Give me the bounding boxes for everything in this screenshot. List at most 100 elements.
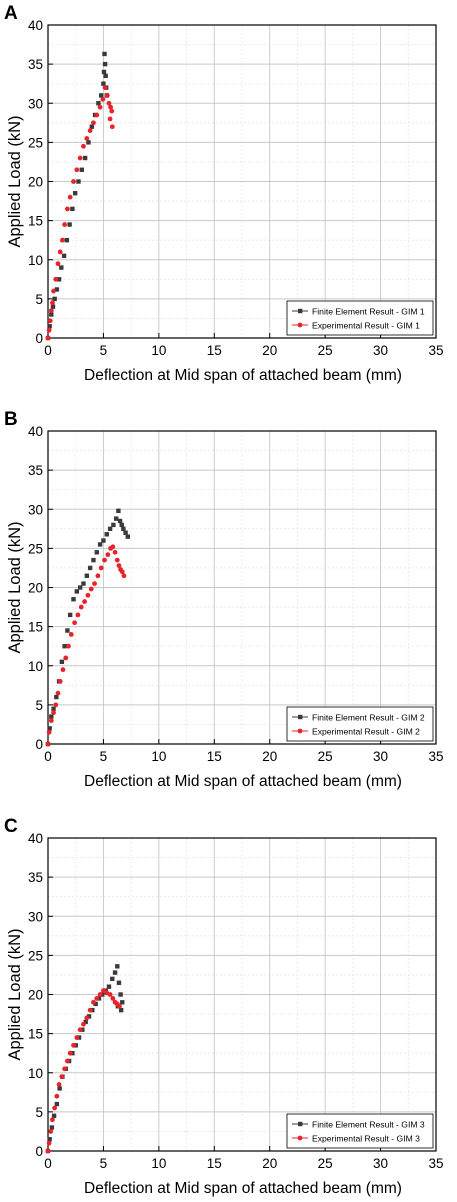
x-tick-label: 20 bbox=[262, 1156, 277, 1171]
data-point bbox=[45, 741, 51, 747]
data-point bbox=[57, 1086, 62, 1091]
legend-label: Experimental Result - GIM 1 bbox=[312, 321, 420, 331]
data-point bbox=[77, 155, 83, 161]
y-axis-title: Applied Load (kN) bbox=[6, 521, 24, 653]
data-point bbox=[65, 628, 70, 633]
data-point bbox=[86, 1014, 92, 1019]
data-point bbox=[48, 1129, 54, 1134]
x-tick-label: 5 bbox=[100, 343, 108, 358]
data-point bbox=[63, 655, 69, 661]
data-point bbox=[47, 1137, 52, 1142]
x-tick-label: 25 bbox=[318, 749, 333, 764]
data-point bbox=[119, 522, 124, 528]
x-tick-label: 30 bbox=[373, 749, 388, 764]
data-point bbox=[84, 1015, 90, 1021]
data-point bbox=[87, 565, 93, 571]
data-point bbox=[91, 999, 96, 1005]
data-point bbox=[115, 964, 120, 969]
data-point bbox=[77, 585, 83, 590]
data-point bbox=[82, 599, 87, 604]
y-tick-label: 35 bbox=[28, 463, 43, 478]
y-tick-label: 40 bbox=[28, 831, 43, 846]
data-point bbox=[60, 667, 66, 673]
panel-letter: C bbox=[4, 816, 18, 837]
data-point bbox=[84, 136, 90, 141]
data-point bbox=[111, 522, 116, 528]
data-point bbox=[50, 1117, 55, 1123]
data-point bbox=[118, 1007, 124, 1013]
data-point bbox=[101, 988, 106, 993]
x-tick-label: 10 bbox=[151, 749, 166, 764]
data-point bbox=[103, 73, 108, 79]
data-point bbox=[45, 1148, 51, 1154]
data-point bbox=[72, 191, 78, 196]
data-point bbox=[86, 140, 91, 145]
legend-box bbox=[286, 1113, 434, 1149]
data-point bbox=[55, 690, 61, 696]
data-point bbox=[110, 544, 116, 550]
data-point bbox=[104, 93, 110, 98]
data-point bbox=[64, 237, 70, 243]
data-point bbox=[62, 643, 67, 649]
y-tick-label: 0 bbox=[35, 331, 43, 346]
data-point bbox=[53, 276, 59, 282]
data-point bbox=[116, 980, 122, 985]
y-tick-label: 15 bbox=[28, 1027, 43, 1042]
data-point bbox=[82, 155, 88, 161]
data-point bbox=[57, 249, 63, 255]
data-point bbox=[50, 304, 56, 309]
data-point bbox=[48, 718, 54, 723]
chart-panel-a: A 0 5 10 15 20 25 30 35 0 5 10 15 20 25 30 35 40 Deflectio… bbox=[4, 3, 444, 384]
data-point bbox=[47, 324, 52, 329]
data-point bbox=[49, 1125, 55, 1130]
data-point bbox=[107, 992, 113, 997]
data-point bbox=[57, 679, 63, 684]
data-point bbox=[47, 726, 52, 731]
data-point bbox=[51, 288, 56, 294]
data-point bbox=[71, 179, 76, 184]
x-tick-label: 0 bbox=[44, 343, 52, 358]
data-point bbox=[119, 569, 125, 575]
data-point bbox=[70, 206, 75, 212]
y-tick-label: 35 bbox=[28, 57, 43, 72]
data-point bbox=[48, 308, 54, 314]
legend: Finite Element Result - GIM 2 Experimenta… bbox=[286, 706, 434, 742]
data-point bbox=[98, 565, 104, 571]
legend-marker bbox=[297, 728, 303, 734]
data-point bbox=[113, 516, 119, 521]
data-point bbox=[52, 296, 57, 302]
legend-marker bbox=[298, 308, 303, 314]
data-point bbox=[117, 518, 123, 524]
data-point bbox=[100, 96, 106, 102]
data-point bbox=[116, 508, 121, 514]
data-point bbox=[77, 1027, 83, 1033]
data-point bbox=[94, 550, 99, 555]
data-point bbox=[46, 327, 52, 333]
y-tick-label: 20 bbox=[28, 581, 43, 596]
data-point bbox=[74, 1035, 80, 1040]
data-point bbox=[76, 179, 81, 184]
data-point bbox=[117, 1003, 122, 1009]
legend-marker bbox=[297, 1135, 303, 1141]
data-point bbox=[94, 112, 100, 118]
data-point bbox=[71, 1042, 76, 1048]
data-point bbox=[121, 526, 126, 532]
data-point bbox=[94, 996, 100, 1001]
y-tick-label: 40 bbox=[28, 424, 43, 439]
x-axis-title: Deflection at Mid span of attached beam … bbox=[84, 773, 402, 790]
data-point bbox=[114, 557, 120, 563]
data-point bbox=[81, 143, 86, 149]
y-tick-label: 5 bbox=[35, 292, 43, 307]
series-experimental bbox=[45, 85, 115, 341]
data-point bbox=[62, 222, 68, 227]
y-tick-label: 25 bbox=[28, 135, 43, 150]
chart-panel-c: C 0 5 10 15 20 25 30 35 0 5 10 15 20 25 30 35 40 Deflectio… bbox=[4, 816, 444, 1197]
data-point bbox=[55, 261, 61, 267]
data-point bbox=[109, 124, 115, 130]
x-tick-label: 15 bbox=[207, 1156, 222, 1171]
data-point bbox=[51, 1113, 57, 1118]
y-tick-label: 30 bbox=[28, 502, 43, 517]
y-axis-title: Applied Load (kN) bbox=[6, 115, 24, 247]
